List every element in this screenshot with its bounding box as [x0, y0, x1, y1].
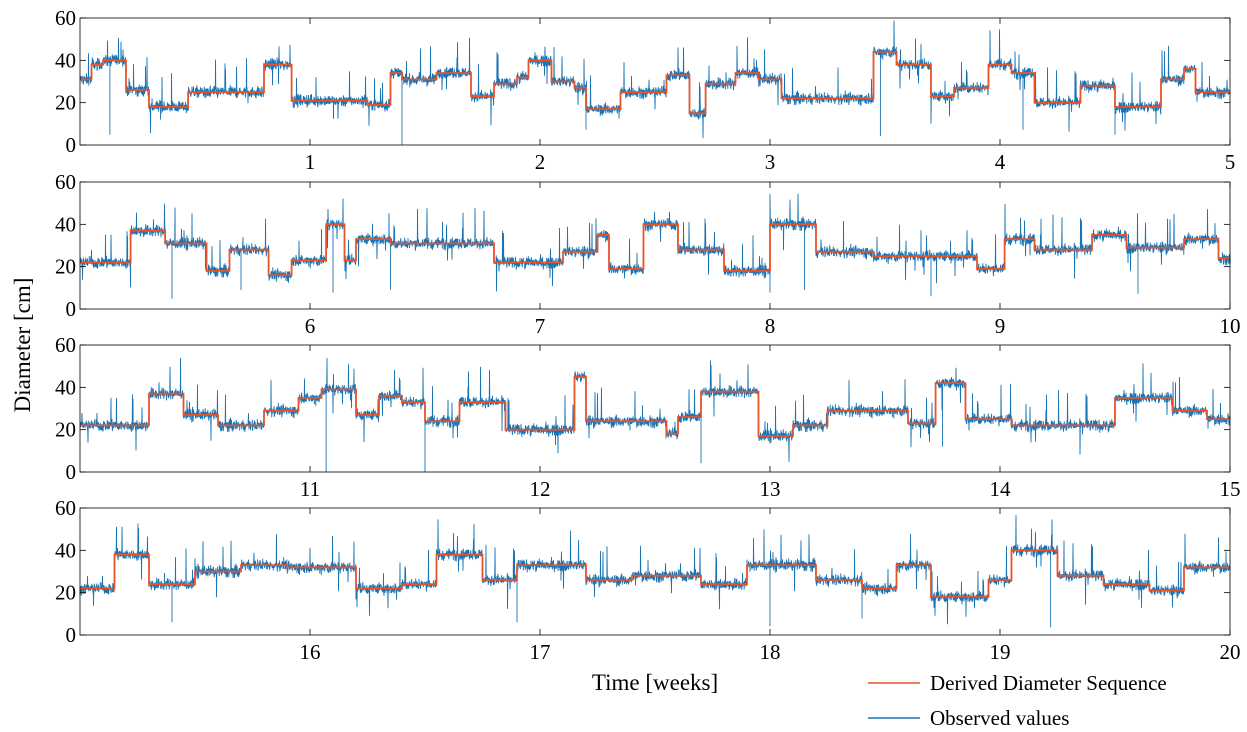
panel-frame: [79, 507, 1231, 636]
y-tick-label: 60: [55, 170, 76, 194]
panel-frame: [79, 17, 1231, 146]
x-tick-label: 7: [535, 314, 546, 338]
y-tick-label: 20: [55, 255, 76, 279]
x-tick-label: 15: [1220, 477, 1241, 501]
y-tick-label: 40: [55, 375, 76, 399]
y-tick-label: 60: [55, 496, 76, 520]
x-tick-label: 3: [765, 150, 776, 174]
y-axis-title: Diameter [cm]: [10, 278, 35, 413]
panel-1: 0 20 40 60 1 2 3 4 5: [55, 6, 1235, 174]
y-tick-label: 60: [55, 6, 76, 30]
y-tick-label: 0: [66, 623, 77, 647]
observed-values-series: [79, 357, 1231, 472]
y-tick-label: 20: [55, 581, 76, 605]
y-tick-label: 0: [66, 297, 77, 321]
y-tick-label: 40: [55, 538, 76, 562]
panel-4: 0 20 40 60 16 17 18 19 20: [55, 496, 1241, 664]
y-tick-label: 20: [55, 91, 76, 115]
x-tick-label: 10: [1220, 314, 1241, 338]
observed-values-series: [79, 193, 1231, 299]
x-tick-label: 19: [990, 640, 1011, 664]
panel-frame: [79, 181, 1231, 310]
x-tick-label: 14: [990, 477, 1012, 501]
y-tick-label: 60: [55, 333, 76, 357]
x-tick-label: 9: [995, 314, 1006, 338]
derived-diameter-series: [80, 375, 1230, 437]
legend-derived-label: Derived Diameter Sequence: [930, 671, 1167, 695]
legend: Derived Diameter Sequence Observed value…: [868, 671, 1167, 730]
derived-diameter-series: [80, 223, 1230, 276]
y-tick-label: 0: [66, 460, 77, 484]
panel-3: 0 20 40 60 11 12 13 14 15: [55, 333, 1241, 501]
x-tick-label: 13: [760, 477, 781, 501]
y-tick-label: 40: [55, 48, 76, 72]
derived-diameter-series: [80, 51, 1230, 115]
x-tick-label: 18: [760, 640, 781, 664]
x-tick-label: 12: [530, 477, 551, 501]
x-tick-label: 16: [300, 640, 321, 664]
observed-values-series: [79, 20, 1231, 145]
legend-observed-label: Observed values: [930, 706, 1069, 730]
panel-frame: [79, 344, 1231, 473]
x-tick-label: 8: [765, 314, 776, 338]
x-tick-label: 4: [995, 150, 1006, 174]
x-tick-label: 20: [1220, 640, 1241, 664]
x-tick-label: 5: [1225, 150, 1236, 174]
x-tick-label: 1: [305, 150, 316, 174]
x-tick-label: 11: [300, 477, 320, 501]
y-tick-label: 40: [55, 212, 76, 236]
derived-diameter-series: [80, 549, 1230, 598]
x-tick-label: 6: [305, 314, 316, 338]
y-tick-label: 0: [66, 133, 77, 157]
x-tick-label: 17: [530, 640, 551, 664]
y-tick-label: 20: [55, 418, 76, 442]
x-tick-label: 2: [535, 150, 546, 174]
panel-2: 0 20 40 60 6 7 8 9 10: [55, 170, 1241, 338]
x-axis-title: Time [weeks]: [592, 670, 718, 695]
